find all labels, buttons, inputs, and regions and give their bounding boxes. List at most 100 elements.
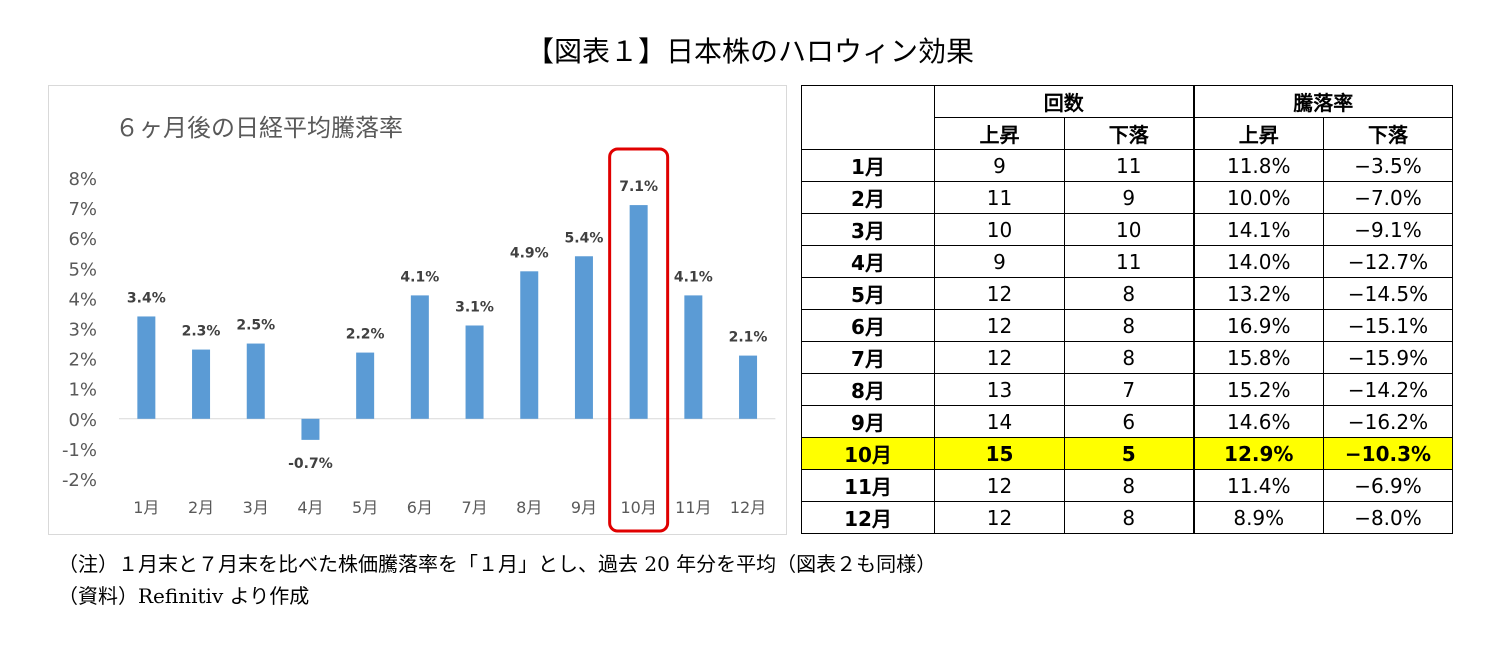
cell-month: 6月 (801, 309, 935, 342)
bar-8月 (520, 271, 539, 419)
x-tick-label: 9月 (571, 498, 597, 517)
x-tick-label: 5月 (352, 498, 378, 517)
data-label: 2.3% (182, 324, 221, 340)
bar-2月 (192, 349, 211, 419)
x-tick-label: 3月 (243, 498, 269, 517)
bar-11月 (684, 295, 703, 419)
cell-down: 10 (1064, 213, 1194, 246)
bar-10月 (629, 205, 648, 419)
cell-down: 5 (1064, 437, 1194, 470)
cell-up: 9 (934, 245, 1065, 278)
bar-9月 (574, 256, 593, 419)
corner-cell (801, 85, 935, 150)
table-row: 5月 12 8 13.2% −14.5% (801, 277, 1453, 310)
sub-header-count-up: 上昇 (934, 117, 1065, 150)
cell-rise: 8.9% (1192, 501, 1324, 534)
y-tick-label: 5% (68, 259, 97, 280)
table-row: 9月 14 6 14.6% −16.2% (801, 405, 1453, 438)
sub-header-rate-up: 上昇 (1192, 117, 1324, 150)
cell-fall: −14.2% (1323, 373, 1453, 406)
cell-up: 13 (934, 373, 1065, 406)
data-label: 2.5% (236, 318, 275, 334)
bar-chart-svg: ６ヶ月後の日経平均騰落率 8% 7% 6% 5% 4% 3% 2% 1% 0% -1% -2% 3.… (62, 114, 776, 533)
cell-fall: −14.5% (1323, 277, 1453, 310)
cell-rise: 11.8% (1192, 149, 1324, 182)
data-label: 5.4% (565, 230, 604, 246)
y-tick-label: 0% (68, 410, 97, 431)
y-tick-label: -1% (62, 440, 97, 461)
cell-fall: −15.1% (1323, 309, 1453, 342)
cell-down: 11 (1064, 245, 1194, 278)
cell-down: 8 (1064, 277, 1194, 310)
table-row: 3月 10 10 14.1% −9.1% (801, 213, 1453, 246)
table-row: 1月 9 11 11.8% −3.5% (801, 149, 1453, 182)
cell-rise: 13.2% (1192, 277, 1324, 310)
cell-rise: 16.9% (1192, 309, 1324, 342)
chart-title: ６ヶ月後の日経平均騰落率 (115, 114, 403, 142)
cell-down: 8 (1064, 309, 1194, 342)
highlight-box-10月 (608, 147, 670, 533)
sub-header-rate-down: 下落 (1323, 117, 1453, 150)
cell-up: 9 (934, 149, 1065, 182)
cell-rise: 11.4% (1192, 469, 1324, 502)
table-row: 11月 12 8 11.4% −6.9% (801, 469, 1453, 502)
x-tick-label: 8月 (516, 498, 542, 517)
group-header-rate: 騰落率 (1192, 85, 1453, 118)
y-tick-label: 6% (68, 229, 97, 250)
cell-fall: −8.0% (1323, 501, 1453, 534)
cell-month: 7月 (801, 341, 935, 374)
cell-fall: −12.7% (1323, 245, 1453, 278)
x-tick-label: 11月 (675, 498, 711, 517)
data-label: 4.9% (510, 245, 549, 261)
table-row: 6月 12 8 16.9% −15.1% (801, 309, 1453, 342)
y-tick-label: 3% (68, 320, 97, 341)
y-tick-label: 8% (68, 169, 97, 190)
cell-month: 8月 (801, 373, 935, 406)
cell-month: 1月 (801, 149, 935, 182)
cell-rise: 14.0% (1192, 245, 1324, 278)
cell-down: 7 (1064, 373, 1194, 406)
source-text: （資料）Refinitiv より作成 (58, 584, 310, 608)
cell-down: 9 (1064, 181, 1194, 214)
cell-down: 8 (1064, 469, 1194, 502)
x-tick-label: 4月 (297, 498, 323, 517)
cell-fall: −16.2% (1323, 405, 1453, 438)
cell-rise: 15.2% (1192, 373, 1324, 406)
table-row: 7月 12 8 15.8% −15.9% (801, 341, 1453, 374)
sub-header-count-down: 下落 (1064, 117, 1194, 150)
cell-rise: 12.9% (1192, 437, 1324, 470)
x-axis: 1月 2月 3月 4月 5月 6月 7月 8月 9月 10月 11月 12月 (133, 498, 766, 517)
note-text: （注）１月末と７月末を比べた株価騰落率を「１月」とし、過去 20 年分を平均（図… (58, 552, 937, 576)
cell-down: 8 (1064, 341, 1194, 374)
cell-rise: 14.1% (1192, 213, 1324, 246)
cell-fall: −6.9% (1323, 469, 1453, 502)
cell-fall: −10.3% (1323, 437, 1453, 470)
cell-down: 8 (1064, 501, 1194, 534)
y-tick-label: 2% (68, 350, 97, 371)
cell-month: 2月 (801, 181, 935, 214)
cell-up: 14 (934, 405, 1065, 438)
bar-12月 (739, 355, 758, 419)
cell-rise: 14.6% (1192, 405, 1324, 438)
data-label: 7.1% (619, 179, 658, 195)
notes: （注）１月末と７月末を比べた株価騰落率を「１月」とし、過去 20 年分を平均（図… (58, 548, 936, 612)
cell-month: 9月 (801, 405, 935, 438)
bars (137, 205, 758, 440)
table-row: 8月 13 7 15.2% −14.2% (801, 373, 1453, 406)
x-tick-label: 1月 (133, 498, 159, 517)
bar-7月 (465, 325, 484, 419)
data-label: 4.1% (400, 269, 439, 285)
cell-down: 11 (1064, 149, 1194, 182)
cell-month: 12月 (801, 501, 935, 534)
table-row: 4月 9 11 14.0% −12.7% (801, 245, 1453, 278)
y-tick-label: -2% (62, 470, 97, 491)
cell-up: 12 (934, 309, 1065, 342)
cell-up: 12 (934, 501, 1065, 534)
x-tick-label: 12月 (730, 498, 766, 517)
x-tick-label: 7月 (461, 498, 487, 517)
data-label: 3.4% (127, 290, 166, 306)
data-label: 2.1% (729, 330, 768, 346)
data-label: 4.1% (674, 269, 713, 285)
cell-month: 5月 (801, 277, 935, 310)
x-tick-label: 6月 (407, 498, 433, 517)
